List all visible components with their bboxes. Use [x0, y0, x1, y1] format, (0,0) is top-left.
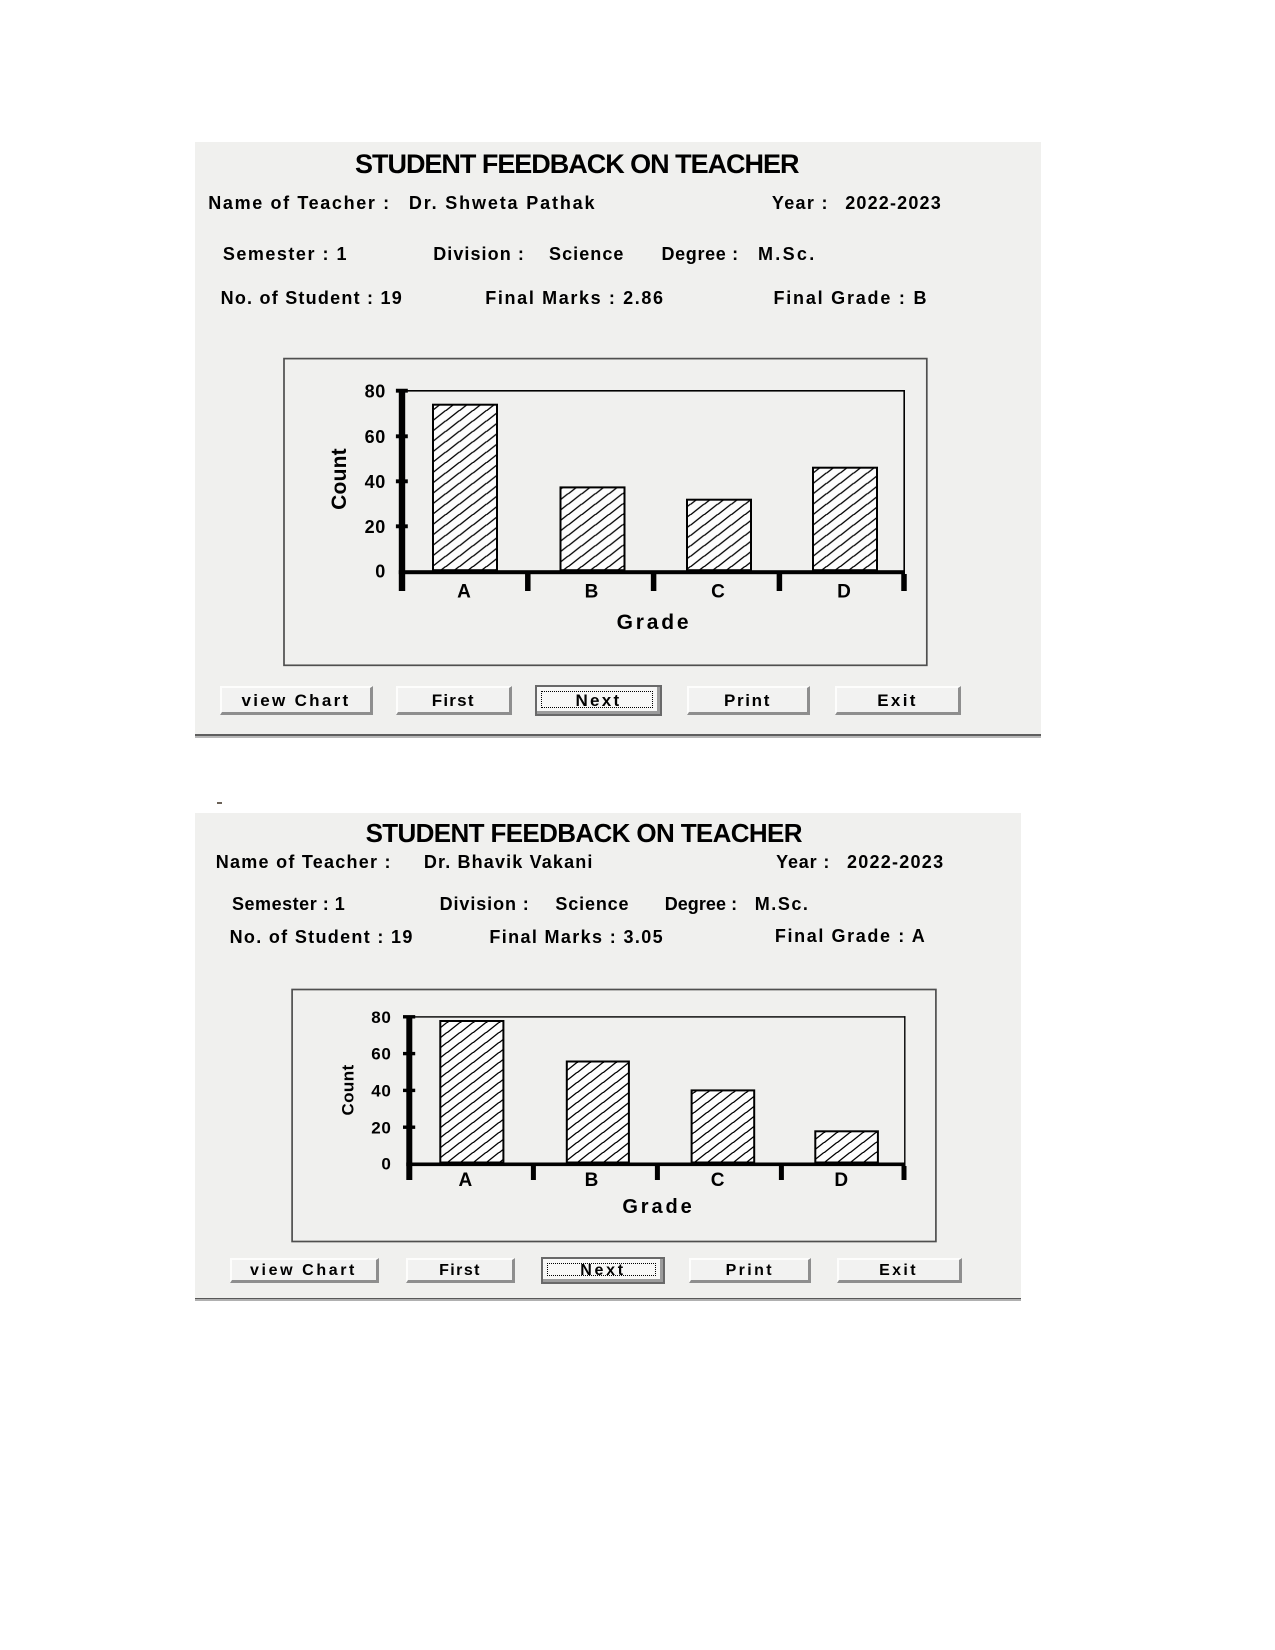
svg-text:80: 80 [365, 381, 386, 401]
svg-text:Count: Count [328, 448, 351, 510]
svg-text:20: 20 [365, 517, 386, 537]
svg-text:40: 40 [365, 472, 386, 492]
svg-text:A: A [459, 1170, 473, 1191]
svg-text:60: 60 [371, 1045, 391, 1064]
svg-text:B: B [585, 1170, 599, 1191]
svg-text:B: B [585, 582, 599, 603]
svg-text:C: C [711, 582, 725, 603]
svg-text:20: 20 [371, 1118, 391, 1137]
svg-text:Count: Count [339, 1064, 358, 1115]
svg-text:Grade: Grade [622, 1196, 694, 1218]
svg-text:D: D [834, 1170, 848, 1191]
svg-text:60: 60 [365, 427, 386, 447]
svg-text:0: 0 [375, 562, 386, 582]
svg-text:0: 0 [381, 1155, 391, 1174]
svg-text:D: D [837, 582, 851, 603]
svg-text:A: A [457, 582, 471, 603]
svg-text:Grade: Grade [617, 611, 692, 634]
svg-text:80: 80 [371, 1008, 391, 1027]
svg-text:40: 40 [371, 1082, 391, 1101]
svg-text:C: C [711, 1170, 725, 1191]
